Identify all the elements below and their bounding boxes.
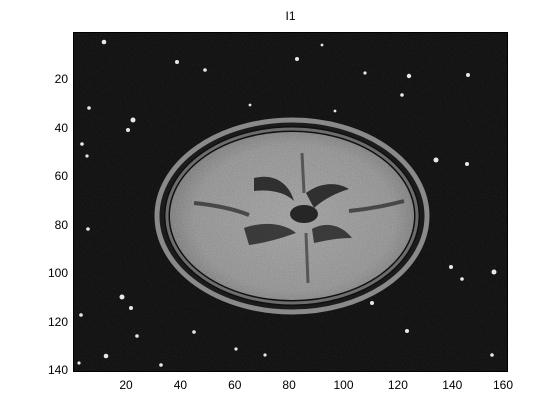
image-axes[interactable]: [73, 32, 508, 372]
x-tick-label: 80: [282, 378, 296, 392]
y-tick-label: 120: [47, 314, 68, 329]
x-tick-label: 20: [119, 378, 133, 392]
x-tick-label: 160: [492, 378, 514, 392]
x-tick-label: 100: [333, 378, 354, 392]
brain-tissue: [170, 132, 414, 300]
x-tick-label: 140: [442, 378, 463, 392]
x-tick-label: 60: [228, 378, 242, 392]
y-tick-label: 140: [47, 363, 68, 377]
x-tick-label: 120: [387, 378, 408, 392]
mri-brain-image: [74, 33, 507, 371]
y-tick-label: 20: [54, 72, 68, 86]
y-tick-label: 60: [54, 169, 68, 183]
y-tick-label: 40: [54, 120, 68, 135]
axes-title: I1: [285, 9, 296, 23]
x-tick-label: 40: [173, 378, 188, 392]
y-tick-label: 100: [47, 266, 68, 280]
y-tick-label: 80: [54, 217, 68, 232]
